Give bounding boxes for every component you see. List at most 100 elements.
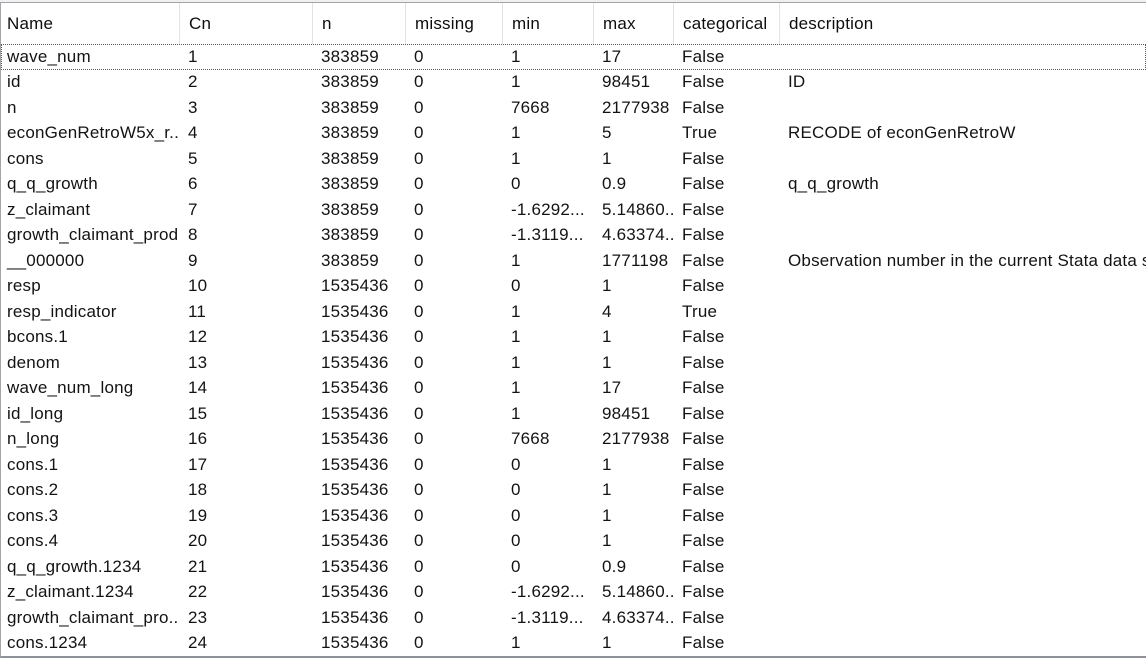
- cell-n: 1535436: [321, 301, 389, 321]
- cell-n: 383859: [321, 225, 379, 245]
- column-header-name[interactable]: Name: [7, 13, 54, 33]
- cell-description: RECODE of econGenRetroW: [788, 123, 1016, 143]
- cell-max: 5.14860...: [602, 199, 673, 219]
- cell-cn: 2: [188, 72, 198, 92]
- cell-categorical: False: [682, 556, 725, 576]
- table-row[interactable]: z_claimant.1234 22 1535436 0 -1.6292... 5.148…: [1, 580, 1146, 606]
- cell-cn: 1: [188, 46, 198, 66]
- table-row[interactable]: q_q_growth 6 383859 0 0 0.9 False q_q_growth: [1, 172, 1146, 198]
- table-row[interactable]: __000000 9 383859 0 1 1771198 False Observation…: [1, 248, 1146, 274]
- cell-max: 1: [602, 633, 612, 653]
- table-row[interactable]: id_long 15 1535436 0 1 98451 False: [1, 401, 1146, 427]
- cell-min: -1.3119...: [511, 607, 584, 627]
- table-row[interactable]: cons.1234 24 1535436 0 1 1 False: [1, 631, 1146, 657]
- column-header-min[interactable]: min: [502, 3, 593, 44]
- cell-categorical: False: [682, 531, 725, 551]
- cell-n: 1535436: [321, 607, 389, 627]
- cell-missing: 0: [414, 174, 424, 194]
- cell-missing: 0: [414, 276, 424, 296]
- cell-categorical: False: [682, 582, 725, 602]
- table-row[interactable]: growth_claimant_prod 8 383859 0 -1.3119... 4.…: [1, 223, 1146, 249]
- table-row[interactable]: wave_num_long 14 1535436 0 1 17 False: [1, 376, 1146, 402]
- cell-min: 0: [511, 454, 521, 474]
- cell-name: cons.2: [7, 480, 59, 500]
- table-row[interactable]: bcons.1 12 1535436 0 1 1 False: [1, 325, 1146, 351]
- cell-cn: 9: [188, 250, 198, 270]
- cell-cn: 20: [188, 531, 208, 551]
- table-row[interactable]: id 2 383859 0 1 98451 False ID: [1, 70, 1146, 96]
- cell-categorical: False: [682, 352, 725, 372]
- cell-cn: 24: [188, 633, 208, 653]
- cell-min: 0: [511, 276, 521, 296]
- table-row[interactable]: resp_indicator 11 1535436 0 1 4 True: [1, 299, 1146, 325]
- cell-min: 1: [511, 301, 521, 321]
- cell-categorical: False: [682, 225, 725, 245]
- cell-categorical: False: [682, 46, 725, 66]
- cell-missing: 0: [414, 301, 424, 321]
- cell-name: denom: [7, 352, 60, 372]
- cell-missing: 0: [414, 429, 424, 449]
- cell-n: 1535436: [321, 454, 389, 474]
- cell-name: cons: [7, 148, 44, 168]
- table-row[interactable]: n 3 383859 0 7668 2177938 False: [1, 95, 1146, 121]
- table-body: wave_num 1 383859 0 1 17 False id 2 383859 0 1 98451…: [1, 44, 1146, 656]
- cell-n: 383859: [321, 72, 379, 92]
- cell-name: cons.1234: [7, 633, 88, 653]
- table-row[interactable]: resp 10 1535436 0 0 1 False: [1, 274, 1146, 300]
- table-row[interactable]: cons.3 19 1535436 0 0 1 False: [1, 503, 1146, 529]
- table-row[interactable]: cons.1 17 1535436 0 0 1 False: [1, 452, 1146, 478]
- cell-missing: 0: [414, 72, 424, 92]
- column-header-n[interactable]: n: [312, 3, 405, 44]
- cell-n: 383859: [321, 148, 379, 168]
- table-row[interactable]: cons.4 20 1535436 0 0 1 False: [1, 529, 1146, 555]
- table-row[interactable]: q_q_growth.1234 21 1535436 0 0 0.9 False: [1, 554, 1146, 580]
- cell-min: 1: [511, 403, 521, 423]
- table-row[interactable]: growth_claimant_pro... 23 1535436 0 -1.3119.…: [1, 605, 1146, 631]
- column-header-cn[interactable]: Cn: [179, 3, 312, 44]
- table-row[interactable]: cons 5 383859 0 1 1 False: [1, 146, 1146, 172]
- column-header-missing[interactable]: missing: [405, 3, 502, 44]
- column-header-categorical[interactable]: categorical: [673, 3, 779, 44]
- cell-categorical: False: [682, 199, 725, 219]
- table-row[interactable]: z_claimant 7 383859 0 -1.6292... 5.14860... Fa…: [1, 197, 1146, 223]
- cell-missing: 0: [414, 97, 424, 117]
- cell-n: 1535436: [321, 327, 389, 347]
- cell-name: z_claimant.1234: [7, 582, 134, 602]
- cell-cn: 22: [188, 582, 208, 602]
- cell-cn: 16: [188, 429, 208, 449]
- cell-missing: 0: [414, 148, 424, 168]
- cell-max: 1: [602, 454, 612, 474]
- cell-min: -1.3119...: [511, 225, 584, 245]
- cell-min: 7668: [511, 97, 550, 117]
- column-header-description[interactable]: description: [779, 3, 1146, 44]
- cell-max: 1: [602, 276, 612, 296]
- cell-cn: 19: [188, 505, 208, 525]
- cell-missing: 0: [414, 46, 424, 66]
- cell-name: cons.1: [7, 454, 59, 474]
- cell-categorical: False: [682, 480, 725, 500]
- cell-min: 0: [511, 505, 521, 525]
- cell-n: 1535436: [321, 505, 389, 525]
- column-header-max[interactable]: max: [593, 3, 673, 44]
- table-row[interactable]: cons.2 18 1535436 0 0 1 False: [1, 478, 1146, 504]
- cell-max: 98451: [602, 72, 651, 92]
- cell-cn: 18: [188, 480, 208, 500]
- cell-cn: 14: [188, 378, 208, 398]
- table-row[interactable]: denom 13 1535436 0 1 1 False: [1, 350, 1146, 376]
- cell-missing: 0: [414, 250, 424, 270]
- cell-n: 1535436: [321, 378, 389, 398]
- cell-max: 5.14860...: [602, 582, 673, 602]
- cell-missing: 0: [414, 403, 424, 423]
- cell-cn: 4: [188, 123, 198, 143]
- cell-name: growth_claimant_prod: [7, 225, 179, 245]
- cell-name: q_q_growth: [7, 174, 98, 194]
- cell-min: -1.6292...: [511, 582, 585, 602]
- cell-n: 383859: [321, 97, 379, 117]
- cell-categorical: False: [682, 403, 725, 423]
- table-row[interactable]: wave_num 1 383859 0 1 17 False: [1, 44, 1146, 70]
- cell-name: id_long: [7, 403, 64, 423]
- cell-n: 1535436: [321, 480, 389, 500]
- cell-min: 1: [511, 633, 521, 653]
- table-row[interactable]: econGenRetroW5x_r... 4 383859 0 1 5 True RECODE…: [1, 121, 1146, 147]
- table-row[interactable]: n_long 16 1535436 0 7668 2177938 False: [1, 427, 1146, 453]
